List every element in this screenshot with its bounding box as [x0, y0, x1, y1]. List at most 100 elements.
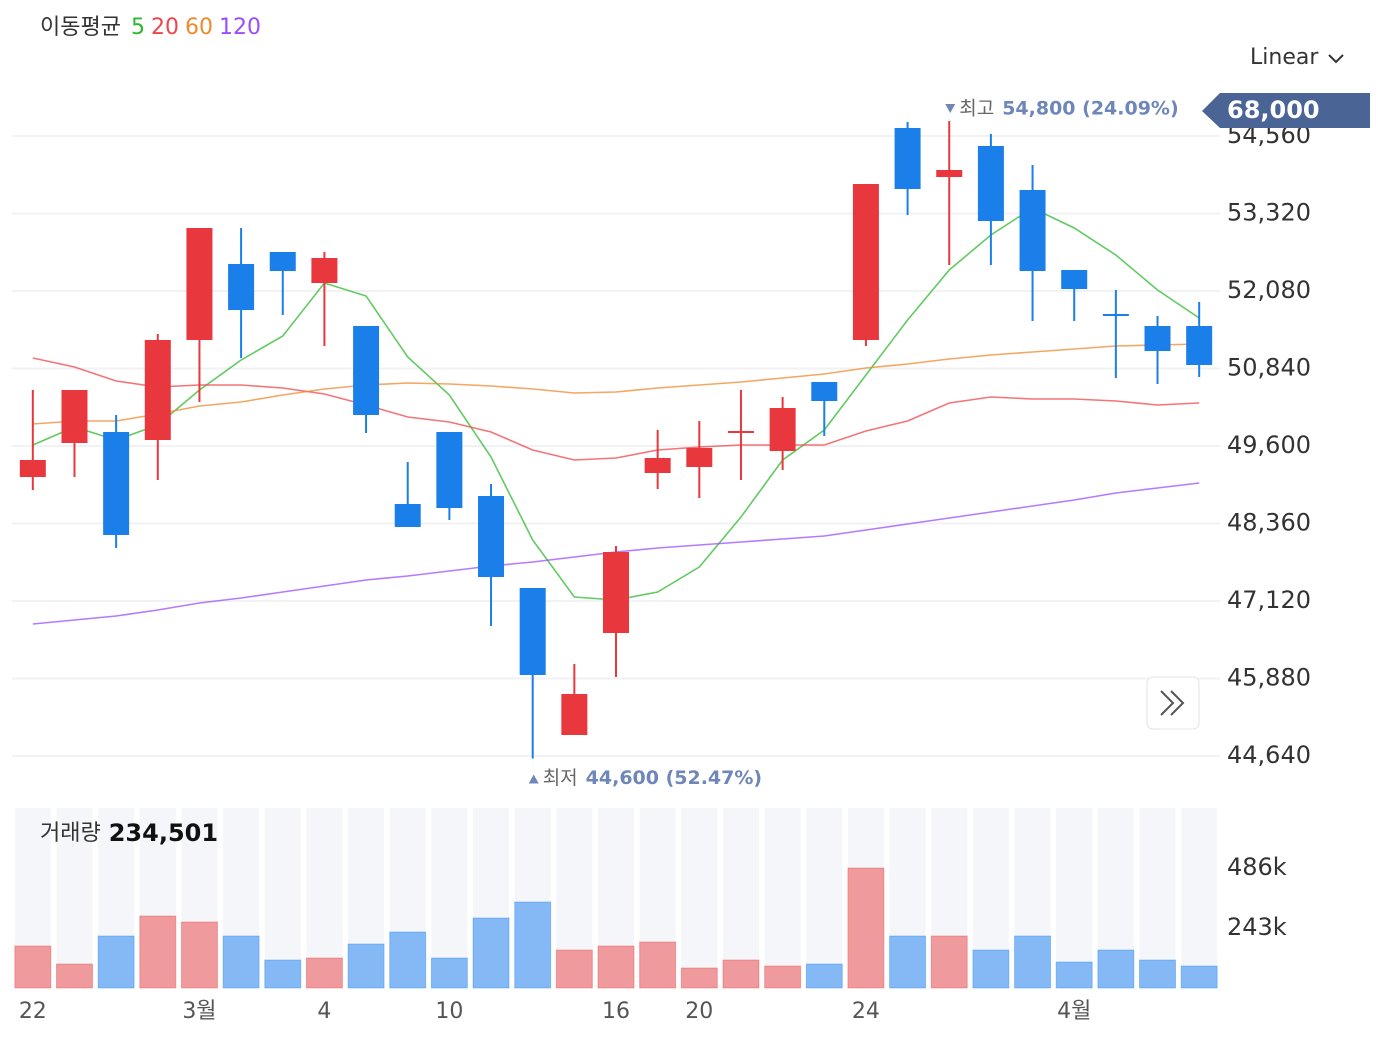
- x-tick-label: 20: [685, 999, 713, 1024]
- volume-bar: [55, 963, 93, 989]
- candle-body: [686, 448, 713, 467]
- price-tag: 68,000: [1227, 96, 1320, 124]
- volume-column-bg: [264, 808, 301, 988]
- y-tick-label: 44,640: [1227, 741, 1311, 769]
- candle-body: [644, 458, 671, 473]
- candle-body: [269, 252, 296, 271]
- x-tick-label: 16: [602, 999, 630, 1024]
- candle-body: [186, 228, 213, 340]
- chevron-icon: [1328, 54, 1344, 64]
- candle-body: [61, 390, 88, 443]
- scale-label[interactable]: Linear: [1250, 45, 1319, 70]
- candle-body: [103, 432, 130, 535]
- candle-body: [519, 588, 546, 675]
- labels: 54,56053,32052,08050,84049,60048,36047,1…: [19, 15, 1370, 1024]
- volume-tick-label: 486k: [1227, 853, 1287, 881]
- volume-bar: [597, 945, 635, 989]
- note-value: 44,600 (52.47%): [586, 767, 762, 789]
- volume-bar: [1139, 959, 1177, 989]
- y-tick-label: 50,840: [1227, 354, 1311, 382]
- candle-body: [727, 431, 754, 433]
- volume-current: 234,501: [109, 819, 218, 847]
- x-tick-label: 22: [19, 999, 47, 1024]
- volume-column-bg: [1139, 808, 1176, 988]
- candle-body: [561, 694, 588, 735]
- volume-bar: [555, 949, 593, 989]
- volume-bar: [1055, 961, 1093, 989]
- legend-entry: 5: [131, 15, 145, 40]
- candle-body: [1102, 314, 1129, 316]
- volume-bar: [305, 957, 343, 989]
- volume-column-bg: [1056, 808, 1093, 988]
- volume-title: 거래량: [40, 821, 101, 846]
- volume-column-bg: [56, 808, 93, 988]
- ma-line: [32, 343, 1200, 425]
- volume-bar: [639, 941, 677, 989]
- volume-bar: [389, 931, 427, 989]
- note-arrow: [528, 774, 539, 784]
- volume-bars: [14, 867, 1218, 989]
- candle-body: [977, 146, 1004, 221]
- volume-bar: [722, 959, 760, 989]
- volume-bar: [472, 917, 510, 989]
- volume-bar: [930, 935, 968, 989]
- volume-bar: [139, 915, 177, 989]
- legend-title: 이동평균: [40, 15, 121, 40]
- volume-bar: [764, 965, 802, 989]
- candle-body: [311, 258, 338, 283]
- double-chevron-icon: [1160, 690, 1185, 716]
- candle-body: [811, 382, 838, 401]
- candle-body: [228, 264, 255, 310]
- volume-bar: [1097, 949, 1135, 989]
- volume-bar: [14, 945, 52, 989]
- volume-column-bg: [681, 808, 718, 988]
- candle-body: [1144, 326, 1171, 351]
- volume-bar: [97, 935, 135, 989]
- legend-entry: 60: [185, 15, 213, 40]
- x-tick-label: 4: [317, 999, 331, 1024]
- legend-entry: 120: [219, 15, 261, 40]
- volume-bar: [847, 867, 885, 989]
- legend-entry: 20: [151, 15, 179, 40]
- y-tick-label: 53,320: [1227, 199, 1311, 227]
- candle-body: [1019, 190, 1046, 271]
- candle-body: [769, 408, 796, 451]
- candle-body: [353, 326, 380, 415]
- candle-body: [144, 340, 171, 440]
- y-tick-label: 52,080: [1227, 276, 1311, 304]
- volume-bar: [680, 967, 718, 989]
- volume-bar: [889, 935, 927, 989]
- candle-body: [1061, 270, 1088, 289]
- candle-body: [894, 128, 921, 189]
- ma-line: [32, 357, 1200, 461]
- candle-body: [603, 552, 629, 633]
- volume-column-bg: [806, 808, 843, 988]
- x-tick-label: 4월: [1057, 999, 1091, 1024]
- scale-dropdown[interactable]: Linear: [1250, 45, 1344, 70]
- note-label: 최고: [959, 98, 994, 120]
- price-tag-bg: [1202, 93, 1370, 128]
- y-tick-label: 48,360: [1227, 509, 1311, 537]
- x-tick-label: 24: [852, 999, 880, 1024]
- note-arrow: [945, 104, 956, 113]
- volume-bar: [1014, 935, 1052, 989]
- volume-bar: [264, 959, 302, 989]
- volume-bar: [805, 963, 843, 989]
- candle-body: [1186, 326, 1213, 365]
- volume-tick-label: 243k: [1227, 913, 1287, 941]
- candle-body: [478, 496, 505, 577]
- candle-body: [19, 460, 46, 477]
- candle-body: [436, 432, 463, 508]
- volume-column-bg: [764, 808, 801, 988]
- candle-body: [394, 504, 421, 527]
- scroll-latest-button[interactable]: [1146, 676, 1200, 730]
- volume-column-bg: [1181, 808, 1218, 988]
- x-tick-label: 10: [435, 999, 463, 1024]
- volume-bar: [972, 949, 1010, 989]
- candle-body: [936, 170, 963, 177]
- candle-body: [852, 184, 879, 340]
- volume-bar: [430, 957, 468, 989]
- volume-bar: [1180, 965, 1218, 989]
- volume-column-bg: [722, 808, 759, 988]
